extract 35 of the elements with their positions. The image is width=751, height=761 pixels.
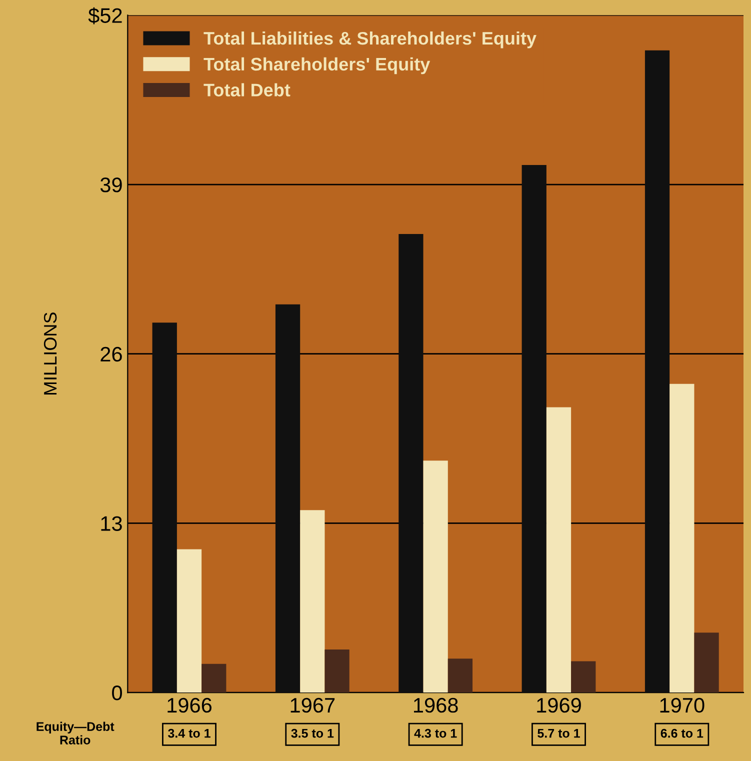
bar xyxy=(694,632,719,693)
x-tick-label: 1966 xyxy=(168,698,212,713)
y-tick-label: 0 xyxy=(112,686,122,700)
y-tick-label: 26 xyxy=(100,346,122,362)
bar xyxy=(522,165,546,693)
legend-label: Total Shareholders' Equity xyxy=(204,57,430,74)
text: 6.6 to 1 xyxy=(660,728,704,738)
x-tick-label: 1967 xyxy=(290,698,335,713)
bar xyxy=(670,384,694,693)
bar xyxy=(398,234,424,693)
bar xyxy=(448,658,473,693)
bar xyxy=(202,664,226,693)
legend-label: Total Liabilities & Shareholders' Equity xyxy=(204,31,536,48)
bar xyxy=(423,460,448,693)
bar xyxy=(300,510,325,693)
y-axis-title: MILLIONS xyxy=(44,312,57,395)
text: 3.5 to 1 xyxy=(291,728,334,738)
y-tick-label: 13 xyxy=(101,516,122,531)
x-tick-label: 1970 xyxy=(660,698,704,713)
text: 5.7 to 1 xyxy=(538,729,580,738)
text: 4.3 to 1 xyxy=(414,728,457,738)
text: 3.4 to 1 xyxy=(168,728,210,738)
bar xyxy=(275,304,300,693)
bar xyxy=(571,661,596,693)
bar xyxy=(546,407,572,693)
bar xyxy=(152,322,177,693)
bar xyxy=(176,549,202,693)
legend-label: Total Debt xyxy=(204,83,290,96)
text: Equity—Debt Ratio xyxy=(36,722,114,744)
x-tick-label: 1969 xyxy=(537,698,581,713)
x-tick-label: 1968 xyxy=(414,698,458,713)
y-tick-label: 39 xyxy=(100,178,122,192)
bar xyxy=(324,650,350,693)
bar xyxy=(644,50,670,693)
y-tick-label: $52 xyxy=(88,7,122,24)
